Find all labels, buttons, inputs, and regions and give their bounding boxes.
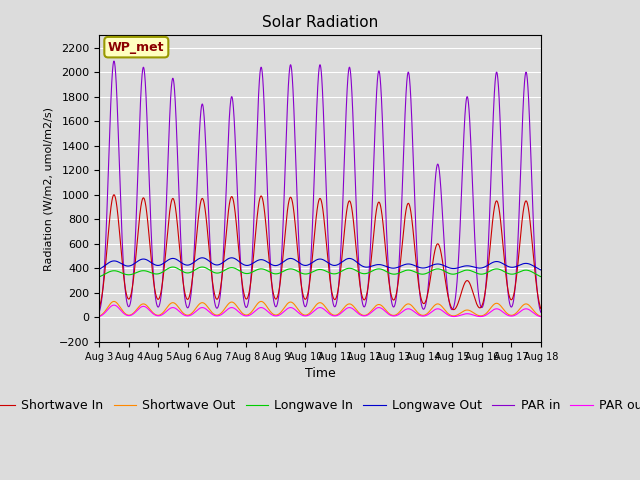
Text: WP_met: WP_met bbox=[108, 41, 164, 54]
PAR out bbox=[260, 306, 268, 312]
Line: Longwave In: Longwave In bbox=[99, 267, 541, 277]
Longwave In bbox=[536, 273, 543, 279]
Longwave Out bbox=[185, 262, 193, 268]
Shortwave In bbox=[537, 306, 545, 312]
Longwave In bbox=[537, 274, 545, 279]
PAR in bbox=[536, 303, 543, 309]
Line: Longwave Out: Longwave Out bbox=[99, 258, 541, 270]
PAR out bbox=[537, 314, 545, 320]
PAR in bbox=[537, 309, 545, 315]
Longwave Out bbox=[95, 266, 103, 272]
Longwave In bbox=[185, 270, 193, 276]
Title: Solar Radiation: Solar Radiation bbox=[262, 15, 378, 30]
Shortwave Out bbox=[95, 313, 103, 319]
Longwave In bbox=[190, 268, 198, 274]
Longwave Out bbox=[443, 264, 451, 270]
PAR out bbox=[110, 302, 118, 308]
Longwave In bbox=[380, 267, 388, 273]
Longwave Out bbox=[190, 260, 198, 265]
Shortwave In bbox=[450, 307, 458, 312]
Shortwave In bbox=[536, 300, 543, 306]
Longwave Out bbox=[260, 258, 268, 264]
Shortwave Out bbox=[537, 313, 545, 319]
Longwave In bbox=[443, 269, 451, 275]
Longwave In bbox=[95, 274, 103, 280]
PAR in bbox=[380, 165, 388, 170]
Shortwave Out bbox=[257, 299, 265, 304]
PAR in bbox=[110, 58, 118, 64]
Line: PAR in: PAR in bbox=[99, 61, 541, 312]
Shortwave Out bbox=[443, 310, 451, 315]
Line: PAR out: PAR out bbox=[99, 305, 541, 317]
Shortwave Out bbox=[536, 313, 543, 319]
Longwave Out bbox=[198, 255, 206, 261]
Y-axis label: Radiation (W/m2, umol/m2/s): Radiation (W/m2, umol/m2/s) bbox=[44, 107, 54, 271]
Shortwave Out bbox=[190, 308, 198, 314]
Shortwave Out bbox=[260, 300, 268, 306]
PAR out bbox=[380, 308, 388, 313]
Shortwave Out bbox=[185, 312, 193, 318]
PAR out bbox=[443, 312, 451, 317]
Shortwave In bbox=[185, 294, 193, 300]
PAR in bbox=[185, 303, 193, 309]
Shortwave In bbox=[95, 305, 103, 311]
PAR in bbox=[95, 309, 103, 315]
Shortwave In bbox=[380, 232, 388, 238]
Longwave Out bbox=[380, 263, 388, 268]
X-axis label: Time: Time bbox=[305, 367, 335, 380]
Line: Shortwave In: Shortwave In bbox=[99, 195, 541, 310]
Longwave In bbox=[260, 267, 268, 273]
PAR in bbox=[260, 112, 268, 118]
Legend: Shortwave In, Shortwave Out, Longwave In, Longwave Out, PAR in, PAR out: Shortwave In, Shortwave Out, Longwave In… bbox=[0, 394, 640, 417]
Shortwave Out bbox=[380, 305, 388, 311]
Longwave Out bbox=[536, 266, 543, 272]
Shortwave In bbox=[110, 192, 118, 198]
Shortwave In bbox=[260, 209, 268, 215]
Longwave Out bbox=[537, 267, 545, 273]
PAR out bbox=[95, 313, 103, 319]
PAR in bbox=[190, 256, 198, 262]
Longwave In bbox=[198, 264, 206, 270]
PAR out bbox=[185, 313, 193, 319]
PAR in bbox=[443, 279, 451, 285]
PAR out bbox=[190, 311, 198, 316]
Shortwave In bbox=[190, 264, 198, 270]
PAR out bbox=[536, 313, 543, 319]
Line: Shortwave Out: Shortwave Out bbox=[99, 301, 541, 316]
Shortwave In bbox=[443, 287, 451, 293]
